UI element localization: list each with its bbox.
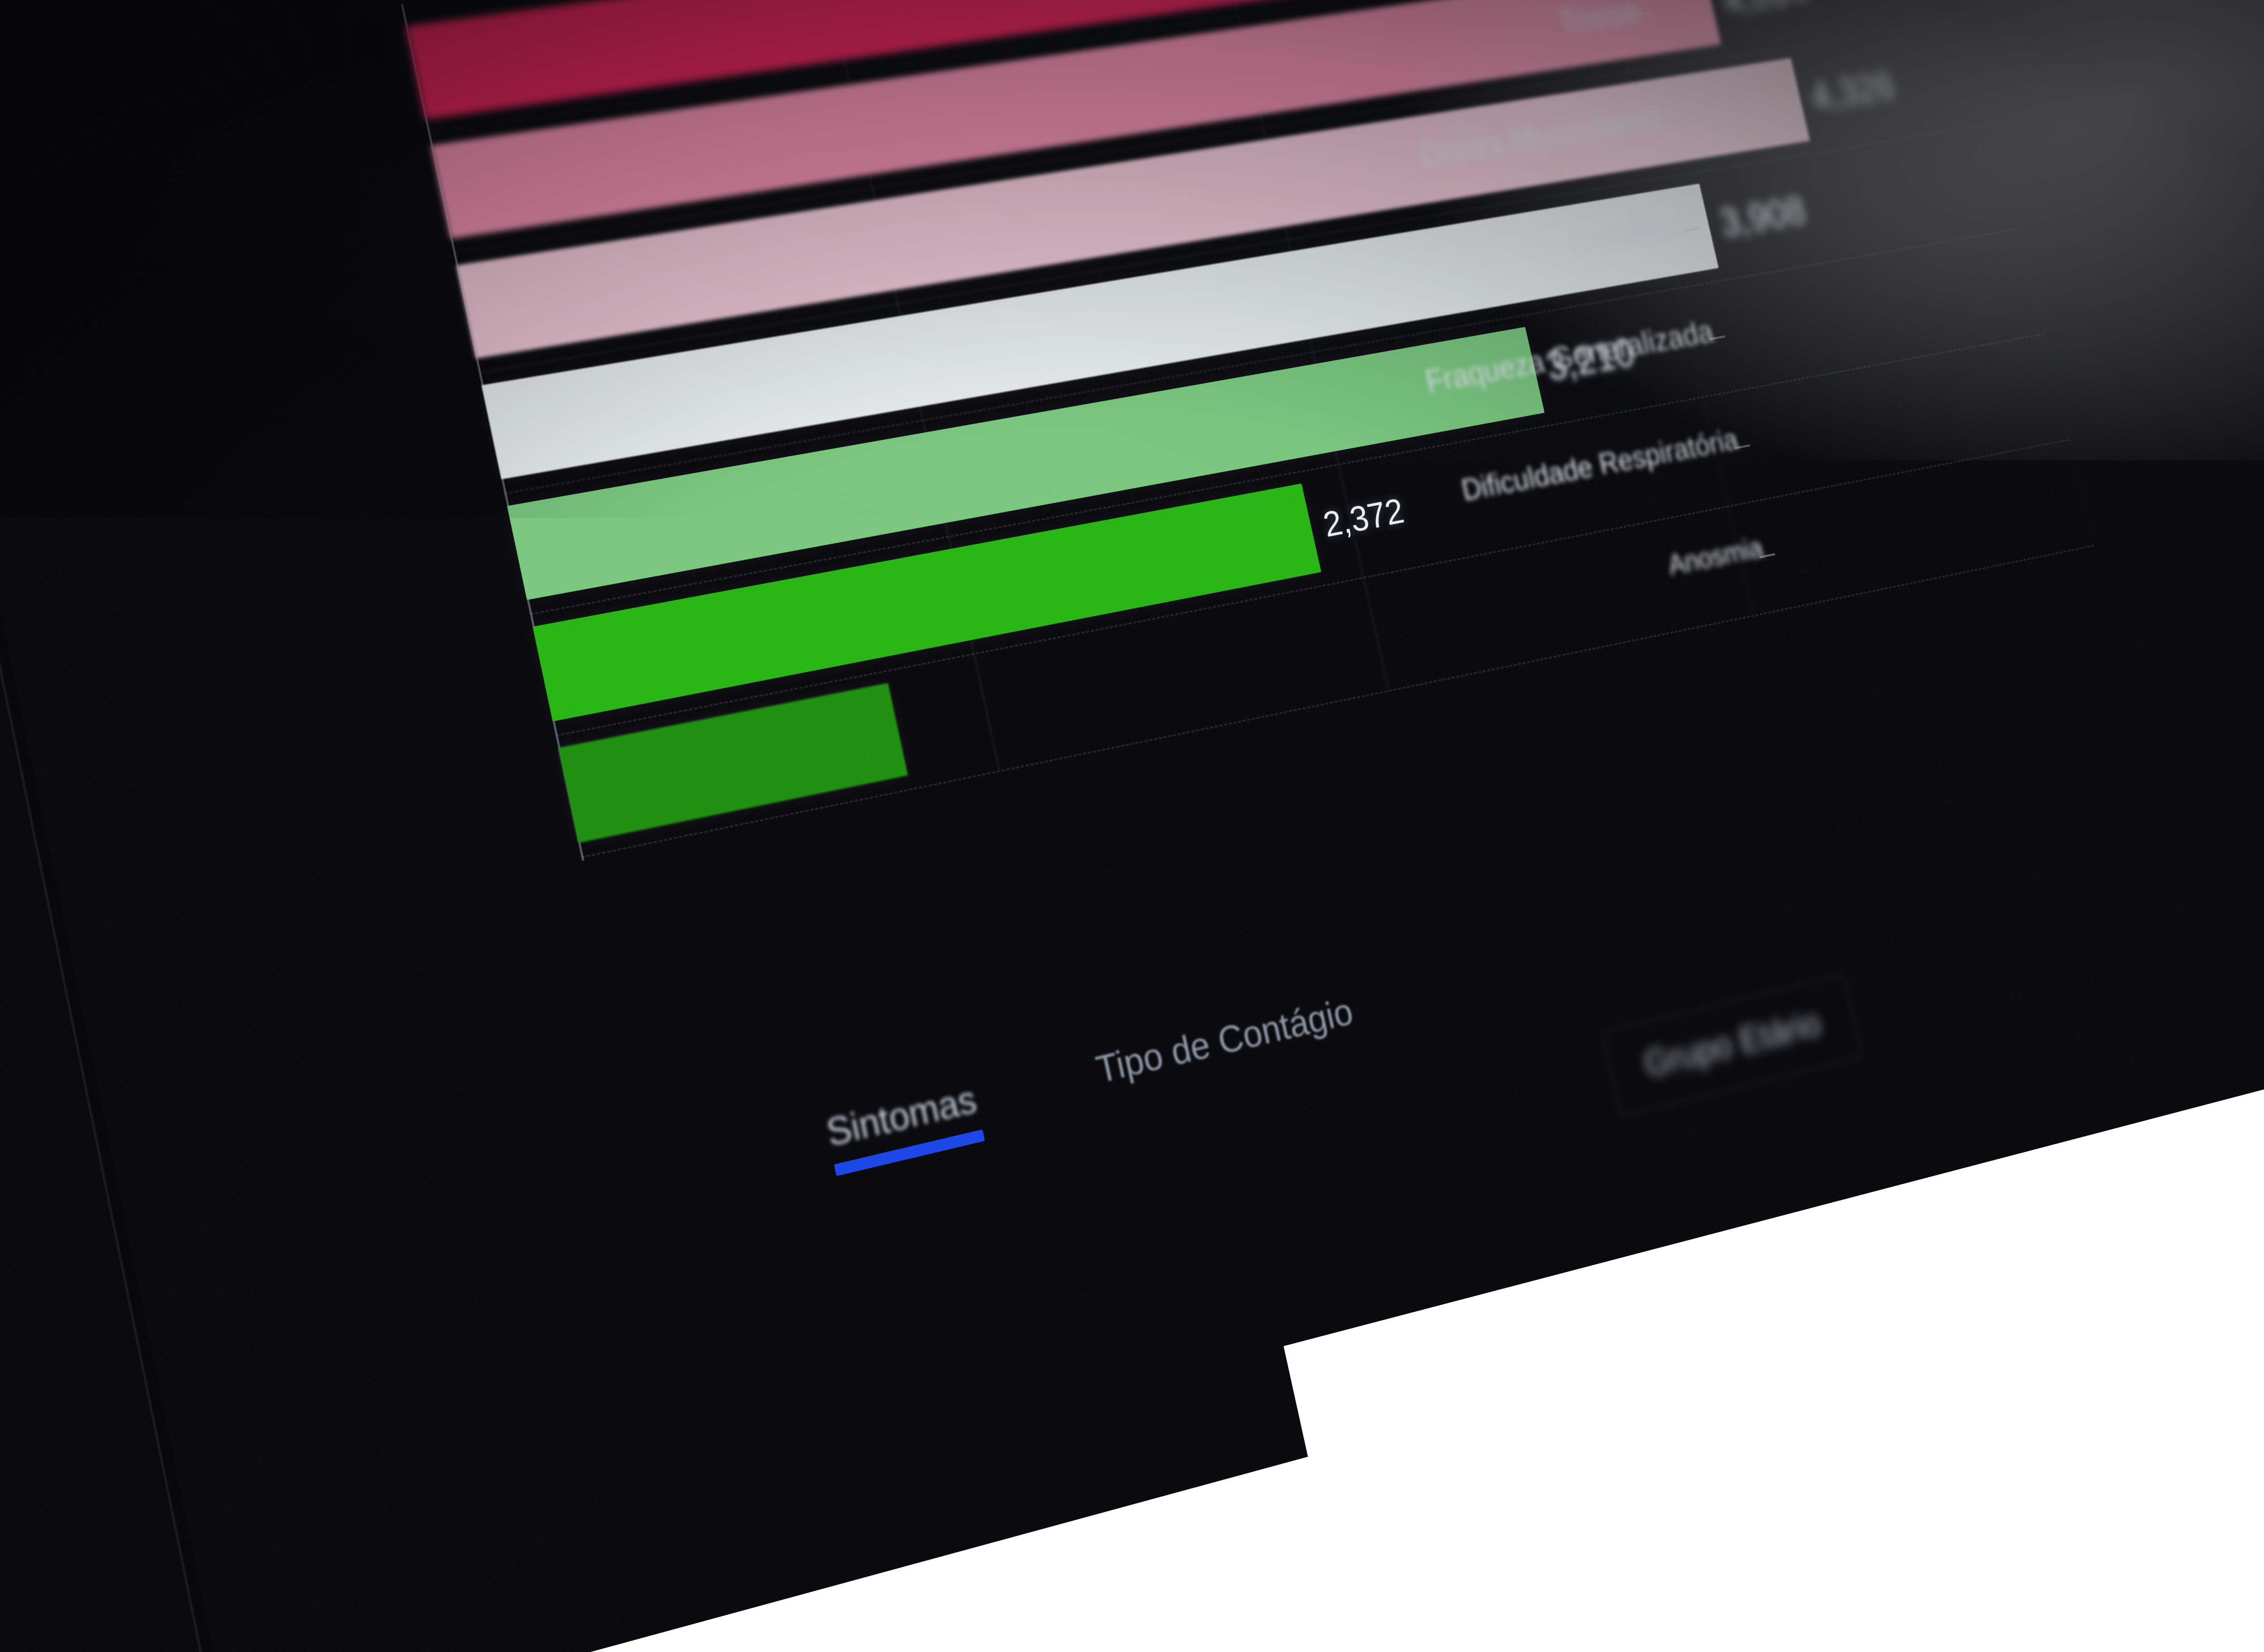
tab-sintomas[interactable]: Sintomas: [823, 1077, 985, 1176]
tab-label: Grupo Etário: [1640, 1002, 1825, 1085]
bar-rows: 4,2804,0944,3263,9083,2102,372: [403, 0, 2094, 856]
monitor-screen-wrapper: Casos Confirmados Vila Nova de Gaia Recu…: [0, 0, 2264, 1652]
tab-tipo-de-contagio[interactable]: Tipo de Contágio: [1092, 990, 1361, 1112]
bar-value-label: 4,326: [1807, 63, 1899, 119]
dashboard-screen: Casos Confirmados Vila Nova de Gaia Recu…: [0, 0, 2264, 1652]
bar-value-label: 2,372: [1319, 490, 1407, 545]
tab-bar: Sintomas Tipo de Contágio: [823, 990, 1361, 1177]
plot-area: 4,2804,0944,3263,9083,2102,372: [403, 0, 2094, 856]
main-panel: Sintomas Registados 4,2804,0944,3263,908…: [0, 0, 2264, 1652]
photo-stage: Casos Confirmados Vila Nova de Gaia Recu…: [0, 0, 2264, 1652]
symptoms-bar-chart: 4,2804,0944,3263,9083,2102,372 FebreToss…: [0, 0, 2105, 995]
tab-label: Tipo de Contágio: [1092, 990, 1357, 1092]
tab-grupo-etario[interactable]: Grupo Etário: [1601, 973, 1863, 1117]
bar-value-label: 3,908: [1716, 188, 1809, 245]
bar-value-label: 4,094: [1718, 0, 1811, 22]
